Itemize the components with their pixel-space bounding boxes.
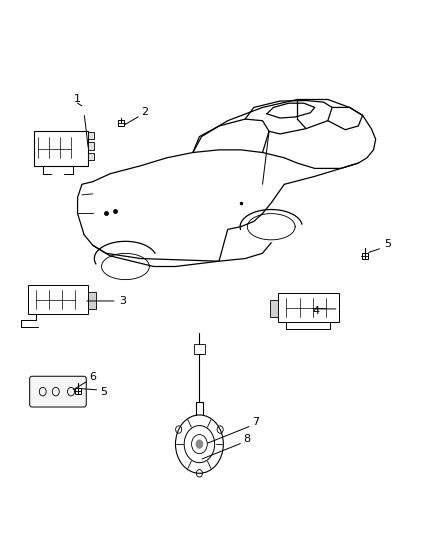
Circle shape — [196, 440, 203, 448]
Bar — [28, 285, 88, 314]
Bar — [88, 153, 94, 160]
Text: 5: 5 — [100, 386, 107, 397]
Bar — [34, 131, 88, 166]
Text: 3: 3 — [119, 296, 126, 306]
Bar — [88, 292, 96, 309]
Bar — [88, 142, 94, 150]
Text: 6: 6 — [89, 372, 96, 382]
Text: 1: 1 — [74, 94, 81, 104]
Text: 5: 5 — [385, 239, 392, 249]
Text: 7: 7 — [252, 417, 260, 427]
Bar — [270, 300, 278, 317]
Text: 2: 2 — [141, 107, 148, 117]
Bar — [194, 344, 205, 354]
Bar — [88, 132, 94, 139]
Text: 4: 4 — [312, 306, 319, 316]
FancyBboxPatch shape — [30, 376, 86, 407]
Text: 8: 8 — [244, 434, 251, 444]
Bar — [278, 293, 339, 322]
